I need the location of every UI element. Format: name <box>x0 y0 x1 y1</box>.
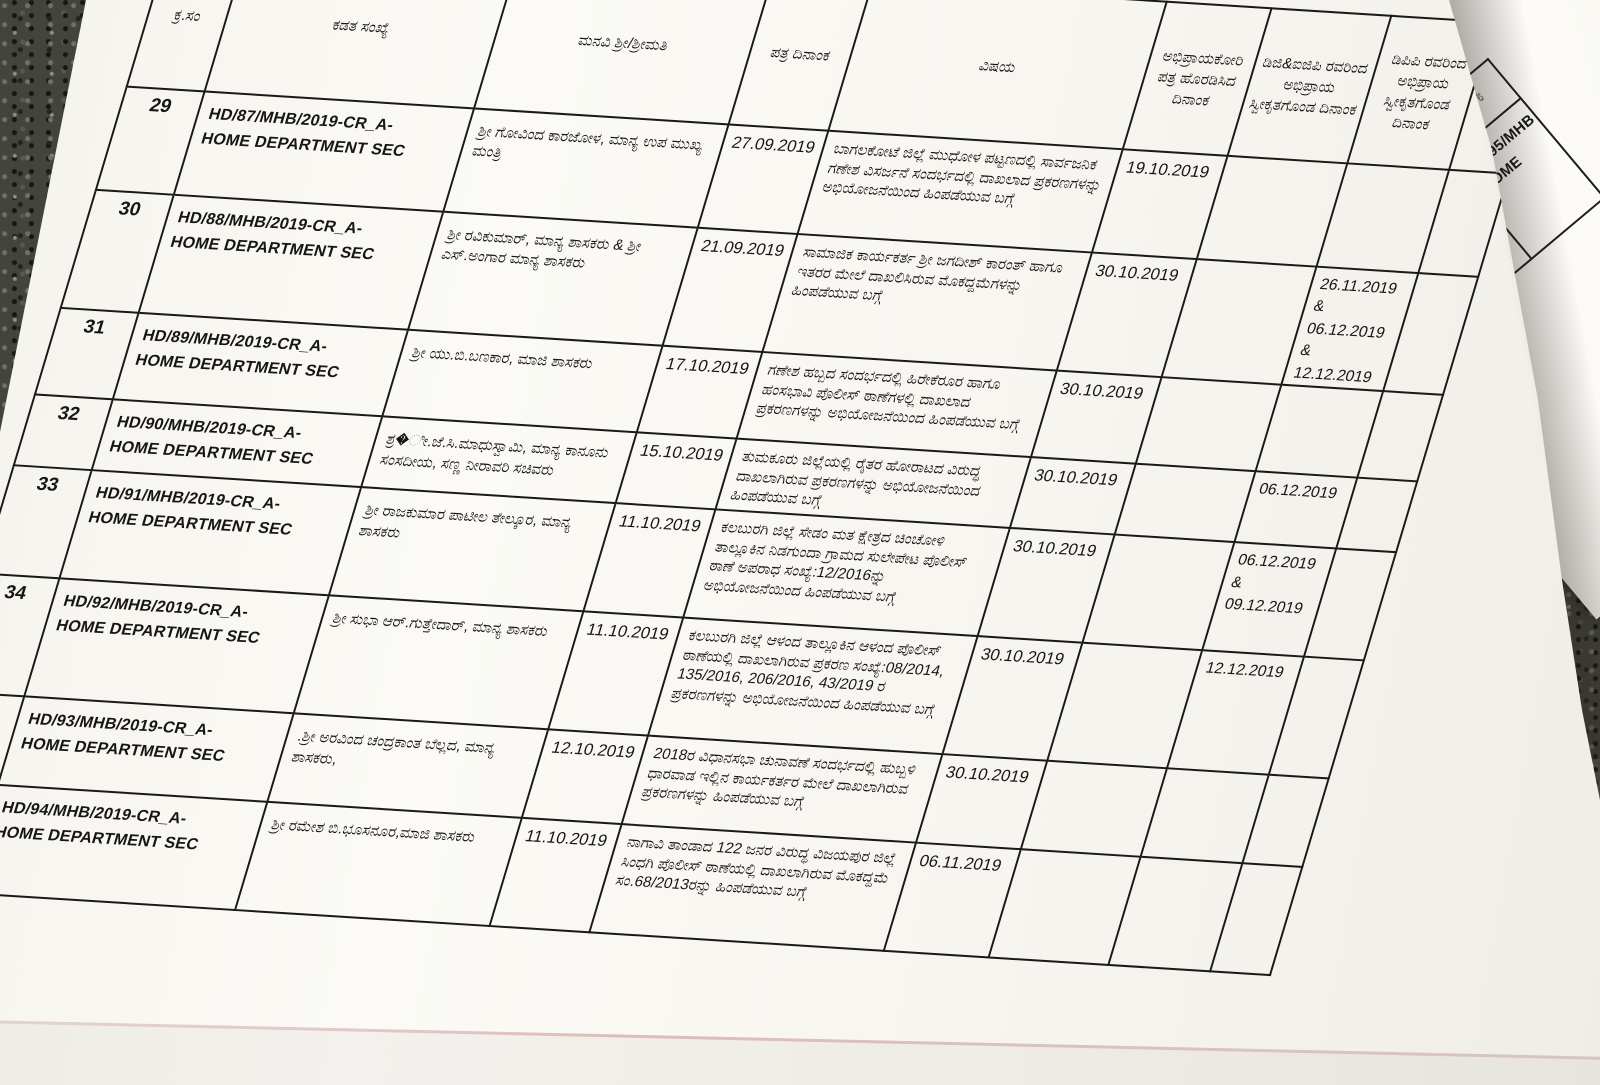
subject-cell: ಸಾಮಾಜಿಕ ಕಾರ್ಯಕರ್ತ ಶ್ರೀ ಜಗದೀಶ್ ಕಾರಂತ್ ಹಾಗ… <box>762 233 1092 371</box>
file-line2: HOME DEPARTMENT SEC <box>86 509 295 539</box>
file-number-cell: HD/92/MHB/2019-CR_A- HOME DEPARTMENT SEC <box>24 578 329 714</box>
file-number-cell: HD/93/MHB/2019-CR_A- HOME DEPARTMENT SEC <box>0 696 294 803</box>
file-line1: HD/90/MHB/2019-CR_A- <box>114 414 304 443</box>
records-table: ಕ್ರ.ಸಂ ಕಡತ ಸಂಖ್ಯೆ ಮನವಿ ಶ್ರೀ/ಶ್ರೀಮತಿ ಪತ್ರ… <box>0 0 1553 976</box>
file-number-cell: HD/88/MHB/2019-CR_A- HOME DEPARTMENT SEC <box>138 194 444 331</box>
subject-cell: ನಾಗಾವಿ ತಾಂಡಾದ 122 ಜನರ ವಿರುದ್ಧ ವಿಜಯಪುರ ಜಿ… <box>589 824 916 952</box>
file-number-cell: HD/89/MHB/2019-CR_A- HOME DEPARTMENT SEC <box>112 313 408 417</box>
header-file-number: ಕಡತ ಸಂಖ್ಯೆ <box>204 0 519 109</box>
file-line2: HOME DEPARTMENT SEC <box>199 130 408 160</box>
file-line2: HOME DEPARTMENT SEC <box>133 351 342 382</box>
petitioner-cell: ಶ್ರೀ ರಾಜಕುಮಾರ ಪಾಟೀಲ ತೇಲ್ಕೂರ, ಮಾನ್ಯ ಶಾಸಕರ… <box>328 487 616 612</box>
petitioner-cell: ಶ್ರೀ ರವಿಕುಮಾರ್, ಮಾನ್ಯ ಶಾಸಕರು & ಶ್ರೀ ಎಸ್.… <box>407 211 698 347</box>
header-subject: ವಿಷಯ <box>828 0 1167 150</box>
file-line1: HD/93/MHB/2019-CR_A- <box>26 711 216 740</box>
petitioner-cell: ಶ್ರೀ ರಮೇಶ ಬಿ.ಭೂಸನೂರ,ಮಾಜಿ ಶಾಸಕರು <box>234 802 522 927</box>
records-table-wrap: ಕ್ರ.ಸಂ ಕಡತ ಸಂಖ್ಯೆ ಮನವಿ ಶ್ರೀ/ಶ್ರೀಮತಿ ಪತ್ರ… <box>0 0 1553 976</box>
file-line2: HOME DEPARTMENT SEC <box>53 617 263 648</box>
subject-cell: ಕಲಬುರಗಿ ಜಿಲ್ಲೆ ಸೇಡಂ ಮತ ಕ್ಷೇತ್ರದ ಚಿಂಚೋಳಿ … <box>683 509 1010 637</box>
petitioner-cell: .ಶ್ರೀ ಅರವಿಂದ ಚಂದ್ರಕಾಂತ ಬೆಲ್ಲದ, ಮಾನ್ಯ ಶಾಸ… <box>267 713 549 819</box>
file-line2: HOME DEPARTMENT SEC <box>18 735 227 766</box>
file-line1: HD/89/MHB/2019-CR_A- <box>140 327 330 356</box>
dgigp-date-cell <box>1114 464 1256 543</box>
subject-cell: ಕಲಬುರಗಿ ಜಿಲ್ಲೆ ಆಳಂದ ತಾಲ್ಲೂಕಿನ ಆಳಂದ ಪೊಲೀಸ… <box>647 617 978 755</box>
file-number-cell: HD/87/MHB/2019-CR_A- HOME DEPARTMENT SEC <box>173 91 475 212</box>
file-line1: HD/91/MHB/2019-CR_A- <box>93 484 283 514</box>
file-line1: HD/87/MHB/2019-CR_A- <box>206 105 396 135</box>
file-line2: HOME DEPARTMENT SEC <box>107 438 316 469</box>
subject-cell: ಬಾಗಲಕೋಟೆ ಜಿಲ್ಲೆ ಮುಧೋಳ ಪಟ್ಟಣದಲ್ಲಿ ಸಾರ್ವಜನ… <box>797 130 1123 253</box>
petitioner-cell: ಶ್ರೀ ಗೋವಿಂದ ಕಾರಜೋಳ, ಮಾನ್ಯ ಉಪ ಮುಖ್ಯ ಮಂತ್ರ… <box>443 108 729 228</box>
header-petitioner: ಮನವಿ ಶ್ರೀ/ಶ್ರೀಮತಿ <box>474 0 773 125</box>
file-number-cell: HD/94/MHB/2019-CR_A- HOME DEPARTMENT SEC <box>0 785 268 911</box>
file-line1: HD/94/MHB/2019-CR_A- <box>0 799 189 828</box>
petitioner-cell: ಶ್ರೀ ಯು.ಬಿ.ಬಣಕಾರ, ಮಾಜಿ ಶಾಸಕರು <box>382 330 663 433</box>
file-line2: HOME DEPARTMENT SEC <box>168 233 377 264</box>
petitioner-cell: ಶ್ರೀ ಸುಭಾ ಆರ್.ಗುತ್ತೇದಾರ್, ಮಾನ್ಯ ಶಾಸಕರು <box>293 595 584 730</box>
file-line1: HD/92/MHB/2019-CR_A- <box>61 593 251 622</box>
file-line1: HD/88/MHB/2019-CR_A- <box>175 209 365 238</box>
file-line2: HOME DEPARTMENT SEC <box>0 824 201 854</box>
file-number-cell: HD/91/MHB/2019-CR_A- HOME DEPARTMENT SEC <box>59 470 362 596</box>
paper-crease-shading <box>0 1023 1600 1085</box>
